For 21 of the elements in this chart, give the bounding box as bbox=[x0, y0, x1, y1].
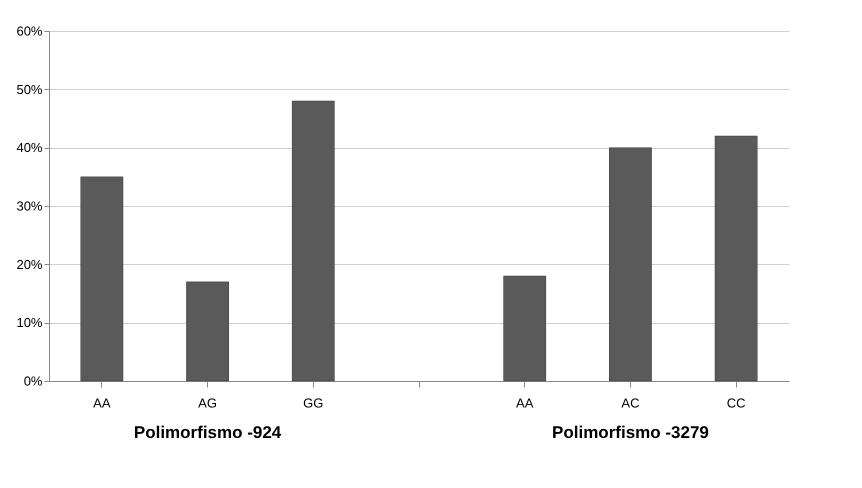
y-tick-label: 0% bbox=[24, 374, 43, 388]
bar bbox=[714, 136, 758, 382]
x-tick-label: CC bbox=[726, 396, 746, 410]
x-tick-label: AA bbox=[516, 396, 534, 410]
bar bbox=[292, 100, 335, 382]
y-tick-label: 60% bbox=[16, 24, 43, 38]
y-tick-label: 20% bbox=[16, 256, 43, 272]
bar bbox=[186, 282, 229, 382]
bar bbox=[609, 147, 652, 382]
text: Polimorfismo -3279 bbox=[552, 423, 709, 442]
x-tick-label: GG bbox=[303, 396, 324, 410]
x-tick-label: AG bbox=[198, 396, 217, 410]
x-tick-label: AC bbox=[621, 396, 640, 410]
bar bbox=[503, 276, 546, 382]
y-tick-label: 30% bbox=[16, 198, 43, 214]
bar bbox=[80, 176, 124, 382]
text: Polimorfismo -924 bbox=[134, 423, 282, 442]
y-tick-label: 40% bbox=[16, 140, 43, 156]
y-tick-label: 50% bbox=[16, 82, 43, 97]
x-tick-label: AA bbox=[93, 396, 111, 410]
y-tick-label: 10% bbox=[16, 315, 43, 330]
